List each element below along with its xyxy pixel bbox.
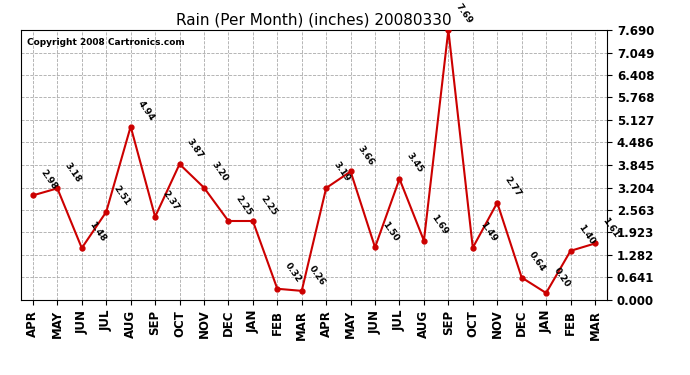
Text: 3.18: 3.18: [63, 161, 83, 184]
Text: 4.94: 4.94: [136, 99, 157, 122]
Text: 2.25: 2.25: [234, 194, 254, 217]
Text: 0.64: 0.64: [527, 250, 547, 273]
Text: 0.26: 0.26: [307, 264, 327, 287]
Text: 1.48: 1.48: [88, 220, 108, 244]
Text: 0.20: 0.20: [552, 266, 571, 289]
Text: 3.19: 3.19: [332, 160, 352, 184]
Text: 7.69: 7.69: [454, 2, 474, 26]
Text: 1.61: 1.61: [600, 216, 620, 239]
Text: 0.32: 0.32: [283, 261, 303, 285]
Text: Copyright 2008 Cartronics.com: Copyright 2008 Cartronics.com: [26, 38, 184, 47]
Text: 2.25: 2.25: [259, 194, 279, 217]
Text: 3.20: 3.20: [210, 160, 230, 183]
Text: 3.45: 3.45: [405, 152, 425, 175]
Text: 3.87: 3.87: [185, 136, 205, 160]
Title: Rain (Per Month) (inches) 20080330: Rain (Per Month) (inches) 20080330: [176, 12, 452, 27]
Text: 2.37: 2.37: [161, 189, 181, 213]
Text: 3.66: 3.66: [356, 144, 376, 167]
Text: 1.69: 1.69: [429, 213, 450, 237]
Text: 1.40: 1.40: [576, 224, 596, 247]
Text: 2.51: 2.51: [112, 184, 132, 208]
Text: 2.77: 2.77: [503, 175, 523, 199]
Text: 1.49: 1.49: [478, 220, 499, 243]
Text: 1.50: 1.50: [381, 220, 401, 243]
Text: 2.98: 2.98: [39, 168, 59, 191]
